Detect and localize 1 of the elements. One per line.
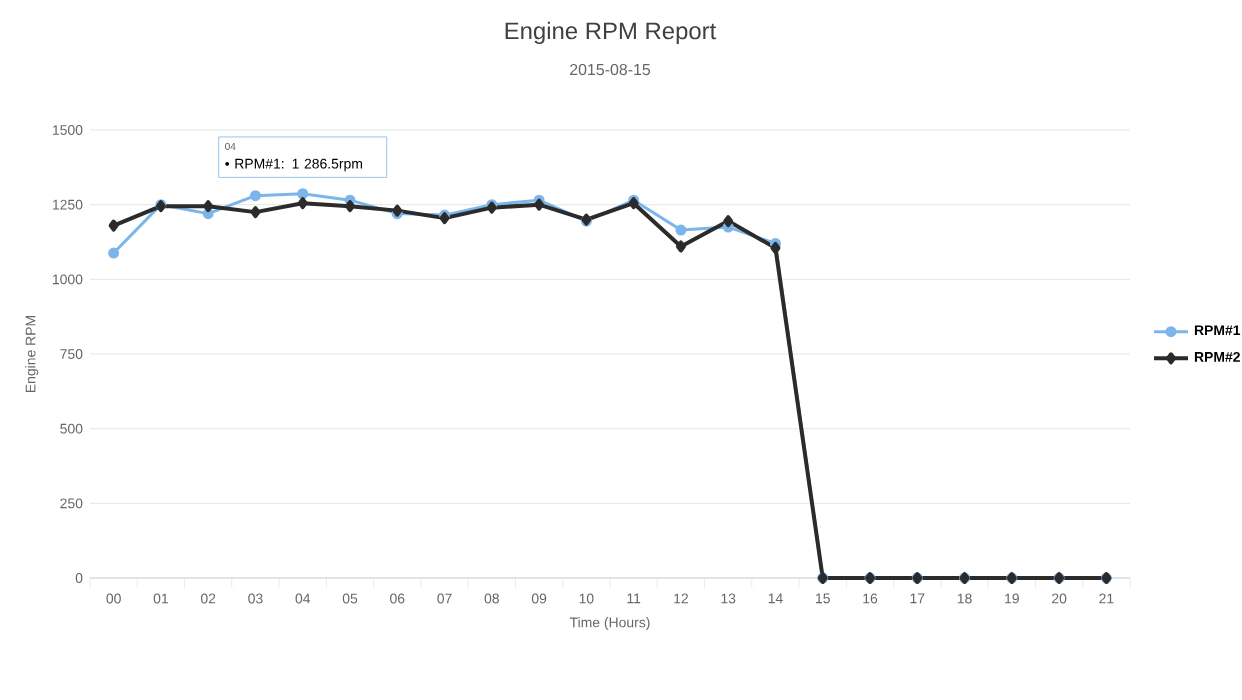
chart-title: Engine RPM Report [505, 21, 717, 45]
